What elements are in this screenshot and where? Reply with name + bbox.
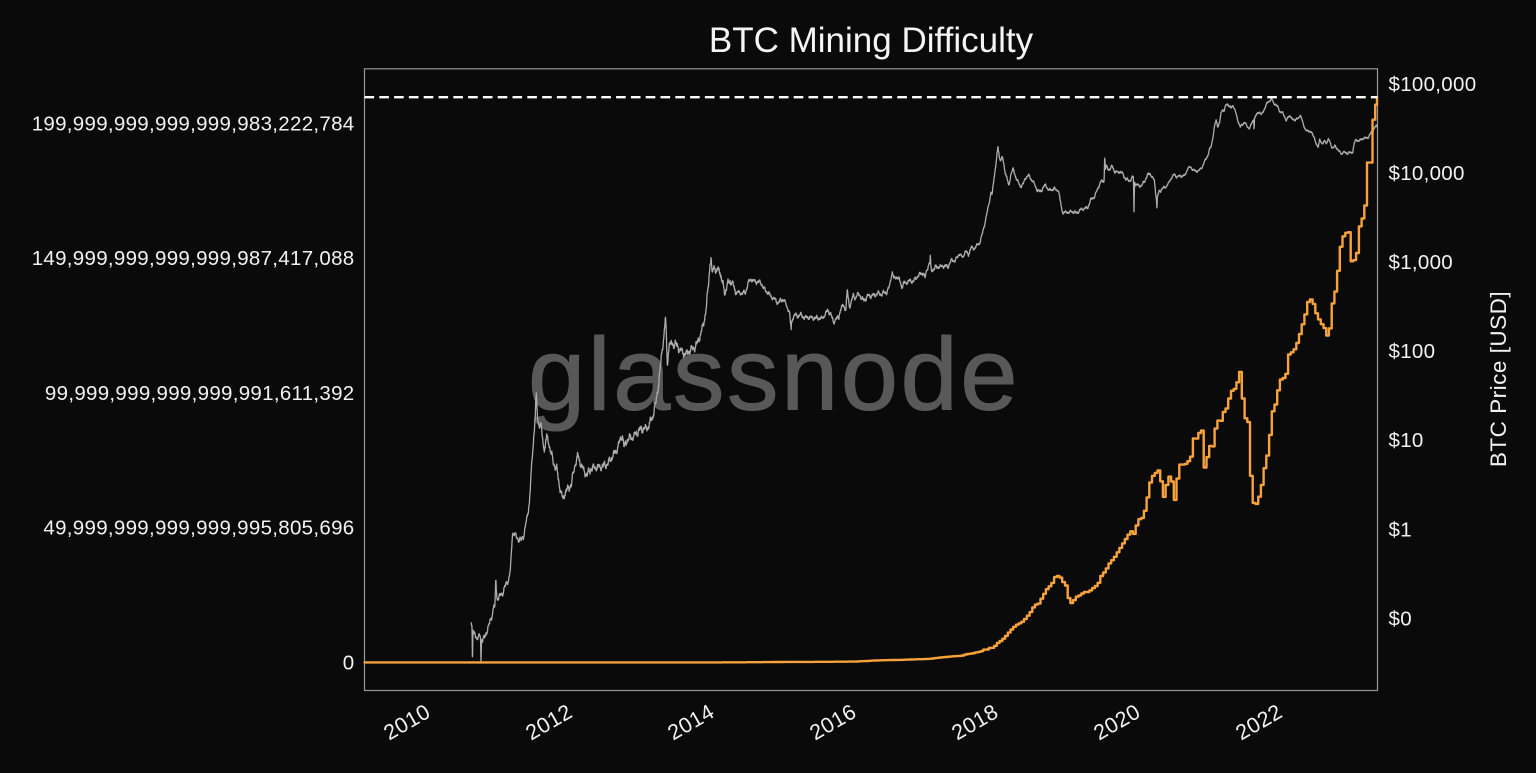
svg-text:BTC Mining Difficulty: BTC Mining Difficulty (709, 21, 1034, 60)
svg-text:glassnode: glassnode (528, 317, 1020, 432)
svg-text:$10,000: $10,000 (1389, 162, 1465, 185)
svg-text:99,999,999,999,999,991,611,392: 99,999,999,999,999,991,611,392 (45, 382, 355, 405)
svg-text:149,999,999,999,999,987,417,08: 149,999,999,999,999,987,417,088 (32, 247, 355, 270)
svg-text:$10: $10 (1389, 429, 1424, 452)
svg-text:49,999,999,999,999,995,805,696: 49,999,999,999,999,995,805,696 (43, 517, 354, 540)
svg-text:$100: $100 (1389, 340, 1436, 363)
svg-text:$0: $0 (1389, 607, 1412, 630)
svg-text:0: 0 (343, 651, 355, 674)
svg-text:$100,000: $100,000 (1389, 73, 1477, 96)
svg-text:BTC Price [USD]: BTC Price [USD] (1486, 291, 1511, 467)
svg-text:$1: $1 (1389, 518, 1412, 541)
svg-text:$1,000: $1,000 (1389, 251, 1454, 274)
svg-text:199,999,999,999,999,983,222,78: 199,999,999,999,999,983,222,784 (32, 113, 355, 136)
